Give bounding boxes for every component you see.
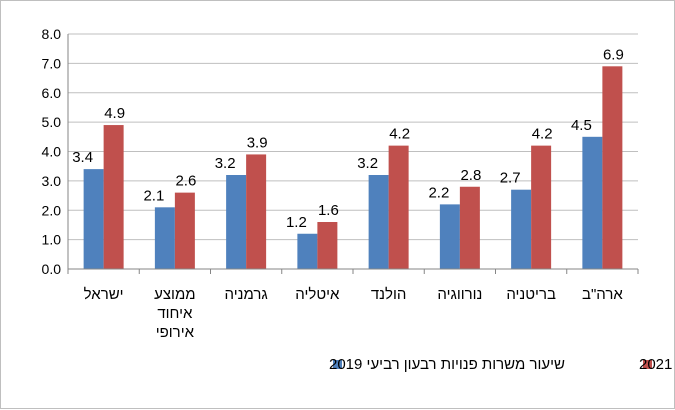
- data-label: 3.2: [215, 155, 236, 172]
- data-label: 4.2: [389, 126, 410, 143]
- bar: [602, 66, 623, 269]
- bar: [226, 175, 247, 269]
- data-label: 2.1: [143, 187, 164, 204]
- category-label: נורווגיה: [437, 286, 482, 303]
- bar: [388, 145, 409, 269]
- data-label: 3.9: [247, 134, 268, 151]
- category-label: איטליה: [295, 286, 340, 303]
- legend: שיעור משרות פנויות רבעון רביעי 2021 שיעור…: [329, 356, 675, 373]
- bar: [531, 145, 552, 269]
- y-tick-label: 1.0: [42, 232, 62, 248]
- category-label: ישראל: [84, 286, 124, 303]
- y-tick-label: 2.0: [42, 202, 62, 218]
- y-tick-label: 7.0: [42, 55, 62, 71]
- category-label: איחוד: [157, 305, 193, 322]
- bar: [246, 154, 267, 269]
- data-label: 2.8: [460, 167, 481, 184]
- y-axis: 0.0 1.0 2.0 3.0 4.0 5.0 6.0 7.0 8.0: [42, 26, 69, 277]
- data-label: 3.4: [72, 149, 93, 166]
- legend-swatch: [333, 360, 342, 369]
- data-labels: 4.5 6.9 2.7 4.2 2.2 2.8 3.2 4.2 1.2 1.6 3.2 3.9 2.1 2…: [72, 46, 624, 230]
- y-tick-label: 3.0: [42, 173, 62, 189]
- x-axis: ארה"ב בריטניה נורווגיה הולנד איטליה גרמניה ממו…: [67, 268, 639, 341]
- data-label: 3.2: [357, 155, 378, 172]
- category-label: ארה"ב: [582, 286, 623, 303]
- bar: [459, 186, 480, 269]
- bar: [83, 169, 104, 269]
- legend-entry: שיעור משרות פנויות רבעון רביעי 2021: [639, 356, 675, 373]
- data-label: 6.9: [603, 46, 624, 63]
- y-tick-label: 5.0: [42, 114, 62, 130]
- bar: [174, 192, 195, 269]
- bar: [103, 125, 124, 269]
- bar: [154, 207, 175, 269]
- category-label: בריטניה: [506, 286, 556, 303]
- data-label: 1.2: [286, 214, 307, 231]
- category-label: גרמניה: [225, 286, 268, 303]
- y-tick-label: 0.0: [42, 261, 62, 277]
- data-label: 4.5: [571, 117, 592, 134]
- legend-entry: שיעור משרות פנויות רבעון רביעי 2019: [329, 356, 565, 373]
- data-label: 2.7: [500, 170, 521, 187]
- bar: [368, 175, 389, 269]
- bar: [439, 204, 460, 269]
- data-label: 4.2: [532, 126, 553, 143]
- data-label: 2.6: [175, 173, 196, 190]
- bar: [582, 136, 603, 269]
- y-tick-label: 4.0: [42, 144, 62, 160]
- y-tick-label: 6.0: [42, 85, 62, 101]
- legend-swatch: [643, 360, 652, 369]
- category-label: אירופי: [156, 324, 195, 341]
- bar: [297, 233, 318, 269]
- data-label: 2.2: [428, 184, 449, 201]
- bar: [317, 222, 338, 269]
- category-label: הולנד: [371, 286, 407, 303]
- category-label: ממוצע: [154, 286, 195, 303]
- bar: [511, 189, 532, 269]
- data-label: 4.9: [104, 105, 125, 122]
- data-label: 1.6: [318, 202, 339, 219]
- y-tick-label: 8.0: [42, 26, 62, 42]
- bars: [83, 66, 623, 269]
